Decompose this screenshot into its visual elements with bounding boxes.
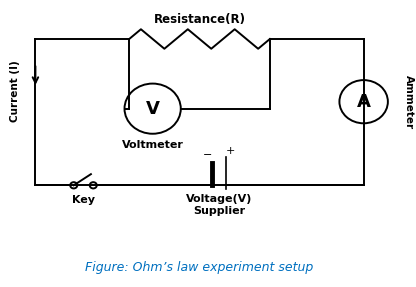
Text: +: + (226, 146, 235, 156)
Text: V: V (146, 100, 160, 118)
Text: Ammeter: Ammeter (404, 75, 414, 129)
Text: Figure: Ohm’s law experiment setup: Figure: Ohm’s law experiment setup (85, 261, 314, 274)
Text: Current (I): Current (I) (10, 60, 20, 122)
Text: −: − (203, 150, 212, 160)
Text: A: A (357, 93, 371, 111)
Text: Resistance(R): Resistance(R) (154, 13, 245, 26)
Text: Voltage(V)
Supplier: Voltage(V) Supplier (186, 194, 252, 216)
Text: Key: Key (72, 195, 95, 205)
Text: Voltmeter: Voltmeter (122, 140, 183, 150)
